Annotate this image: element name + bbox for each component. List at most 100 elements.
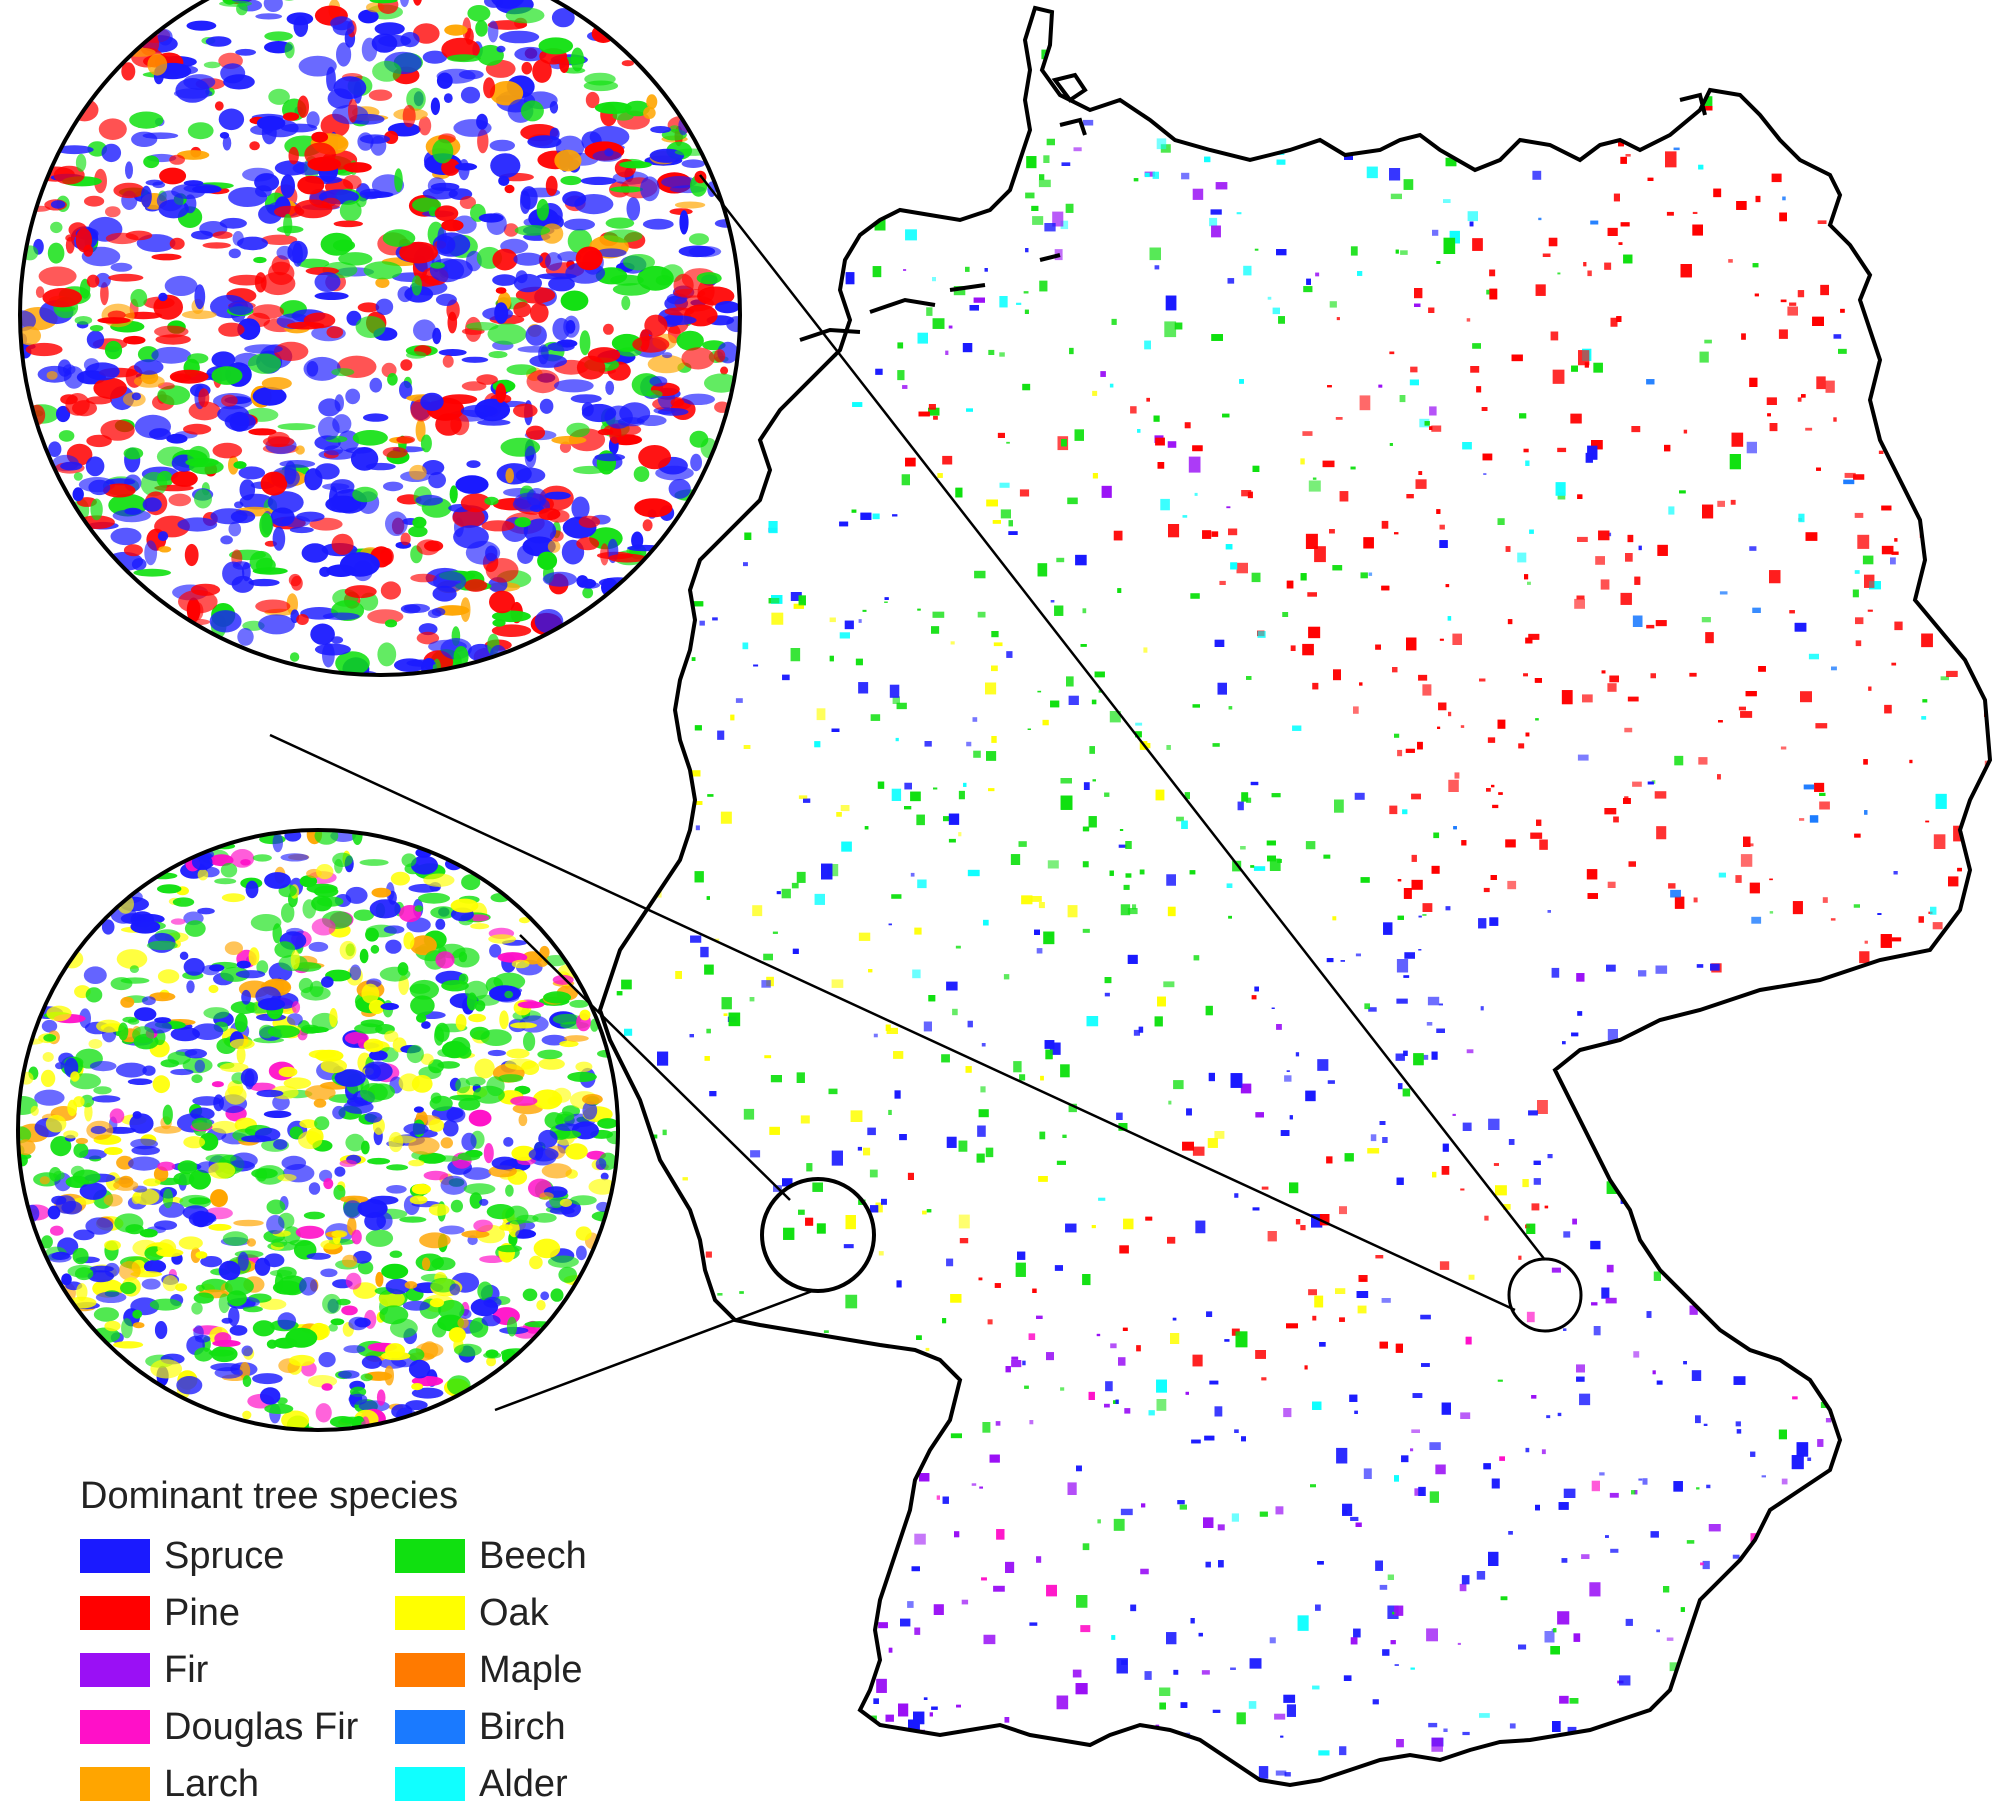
forest-patch — [1122, 1782, 1129, 1785]
forest-patch — [1991, 288, 1998, 296]
forest-patch — [1984, 1760, 1990, 1765]
forest-patch — [299, 1277, 318, 1296]
forest-patch — [1874, 1679, 1878, 1684]
forest-patch — [1382, 1137, 1388, 1143]
forest-patch — [1228, 706, 1233, 710]
forest-patch — [1892, 1712, 1897, 1718]
forest-patch — [1373, 78, 1382, 85]
forest-patch — [1032, 1288, 1037, 1293]
forest-patch — [289, 526, 314, 534]
forest-patch — [1748, 843, 1754, 847]
forest-patch — [1621, 1160, 1630, 1165]
forest-patch — [1862, 555, 1874, 565]
forest-patch — [963, 782, 967, 787]
forest-patch — [219, 0, 252, 7]
forest-patch — [220, 966, 250, 982]
forest-patch — [1833, 334, 1842, 339]
forest-patch — [818, 229, 828, 237]
forest-patch — [1243, 265, 1252, 276]
forest-patch — [896, 1280, 902, 1288]
forest-patch — [1971, 315, 1978, 319]
forest-patch — [854, 1483, 865, 1494]
forest-patch — [1948, 876, 1959, 887]
forest-patch — [333, 1184, 346, 1200]
forest-patch — [878, 1772, 887, 1783]
forest-patch — [857, 151, 870, 160]
forest-patch — [1891, 551, 1899, 555]
forest-patch — [1503, 1204, 1511, 1210]
forest-patch — [343, 175, 362, 190]
forest-patch — [823, 1700, 829, 1704]
forest-patch — [335, 651, 370, 675]
forest-patch — [1768, 1096, 1774, 1103]
forest-patch — [1092, 779, 1096, 782]
forest-patch — [823, 1330, 829, 1333]
forest-patch — [1843, 479, 1855, 485]
forest-patch — [513, 403, 538, 418]
forest-patch — [1412, 1393, 1423, 1398]
forest-patch — [629, 1290, 636, 1297]
forest-patch — [1733, 1376, 1746, 1385]
forest-patch — [1717, 774, 1721, 780]
forest-patch — [1024, 309, 1029, 314]
forest-patch — [1310, 1484, 1316, 1488]
forest-patch — [988, 349, 995, 355]
forest-patch — [1481, 407, 1488, 411]
forest-patch — [433, 570, 467, 592]
forest-patch — [1576, 1364, 1585, 1373]
forest-patch — [1076, 1595, 1088, 1608]
forest-patch — [1737, 1202, 1743, 1206]
forest-patch — [1811, 1318, 1818, 1327]
forest-patch — [827, 864, 839, 877]
forest-patch — [1680, 1026, 1689, 1035]
forest-patch — [594, 101, 632, 114]
forest-patch — [1280, 1130, 1290, 1136]
forest-patch — [514, 225, 551, 236]
forest-patch — [1416, 40, 1422, 48]
forest-patch — [1029, 1622, 1038, 1626]
forest-patch — [1706, 1484, 1711, 1489]
forest-patch — [1576, 1376, 1585, 1382]
forest-patch — [1663, 123, 1668, 130]
forest-patch — [1323, 854, 1331, 859]
forest-patch — [657, 1499, 664, 1503]
forest-patch — [748, 404, 760, 418]
forest-patch — [1224, 1339, 1230, 1342]
forest-patch — [673, 40, 684, 48]
forest-patch — [1929, 1187, 1936, 1191]
forest-patch — [1715, 1067, 1727, 1079]
forest-patch — [796, 1072, 805, 1083]
forest-patch — [1898, 1154, 1909, 1165]
forest-patch — [1838, 348, 1847, 354]
forest-patch — [1952, 61, 1959, 66]
forest-patch — [1735, 1421, 1741, 1427]
forest-patch — [1948, 1486, 1954, 1494]
forest-patch — [1807, 1457, 1812, 1461]
forest-patch — [835, 316, 846, 323]
forest-patch — [1117, 588, 1122, 593]
forest-patch — [1796, 1442, 1809, 1457]
forest-patch — [1984, 1760, 1990, 1765]
forest-patch — [1619, 1675, 1631, 1686]
forest-patch — [1669, 1733, 1676, 1739]
forest-patch — [402, 104, 416, 128]
forest-patch — [966, 408, 973, 412]
forest-patch — [1975, 390, 1985, 398]
forest-patch — [639, 801, 647, 808]
forest-patch — [1677, 1751, 1689, 1766]
forest-patch — [1036, 1556, 1042, 1563]
forest-patch — [1552, 1721, 1561, 1732]
forest-patch — [657, 806, 669, 818]
forest-patch — [1113, 1518, 1125, 1531]
forest-patch — [919, 1473, 930, 1482]
forest-patch — [982, 1747, 987, 1750]
forest-patch — [1145, 1216, 1153, 1221]
forest-patch — [680, 95, 691, 106]
forest-patch — [659, 549, 667, 556]
forest-patch — [876, 96, 885, 102]
forest-patch — [113, 182, 145, 199]
forest-patch — [151, 253, 182, 261]
forest-patch — [870, 1205, 879, 1213]
forest-patch — [1569, 1698, 1579, 1704]
forest-patch — [1587, 893, 1598, 899]
